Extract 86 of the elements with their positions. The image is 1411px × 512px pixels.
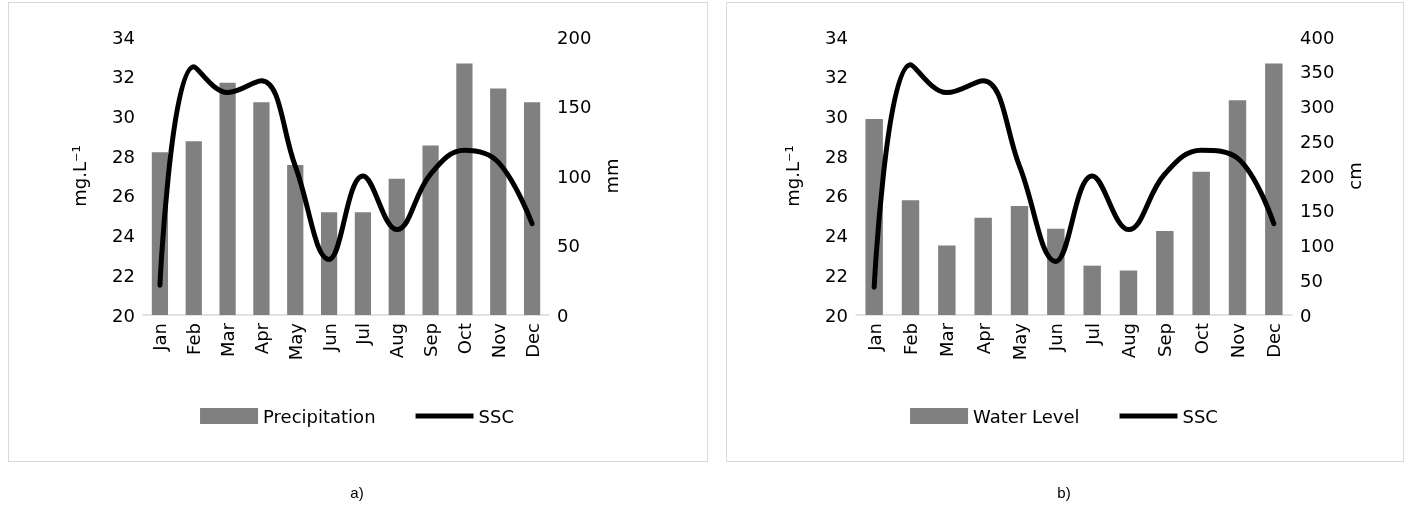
legend-label: SSC <box>1182 405 1218 427</box>
x-tick-label: May <box>1009 322 1030 361</box>
x-tick-label: Oct <box>453 323 475 355</box>
bar <box>287 164 304 315</box>
y2-tick-label: 300 <box>1300 96 1335 117</box>
y2-tick-label: 0 <box>557 304 569 326</box>
x-tick-label: Aug <box>386 323 408 359</box>
y-tick-label: 28 <box>825 145 848 167</box>
bar <box>388 178 405 315</box>
y2-tick-label: 350 <box>1300 61 1335 83</box>
x-tick-label: Nov <box>487 322 509 359</box>
y2-tick-label: 250 <box>1300 130 1335 152</box>
y2-tick-label: 0 <box>1300 304 1312 326</box>
y-tick-label: 32 <box>825 66 848 88</box>
x-tick-label: Apr <box>250 322 272 355</box>
y-axis-title: mg.L⁻¹ <box>781 145 803 207</box>
legend-label: SSC <box>478 405 514 427</box>
bar <box>1010 205 1029 315</box>
bar <box>1192 171 1210 315</box>
bar <box>490 88 507 315</box>
bar <box>1083 265 1101 315</box>
x-tick-label: Jul <box>352 323 374 346</box>
x-tick-label: Mar <box>217 322 239 357</box>
bar <box>938 245 956 315</box>
bar <box>320 212 338 315</box>
bar <box>901 200 920 315</box>
x-tick-label: May <box>284 322 306 361</box>
y2-axis-title: mm <box>600 158 622 194</box>
bar <box>456 63 473 315</box>
y-tick-label: 32 <box>112 66 135 88</box>
bar <box>1047 228 1065 315</box>
y-tick-label: 28 <box>112 145 135 167</box>
y2-tick-label: 200 <box>1300 165 1335 187</box>
y-tick-label: 22 <box>825 264 848 286</box>
text: b) <box>1057 484 1071 501</box>
legend-label: Water Level <box>973 405 1080 427</box>
x-tick-label: Jun <box>318 323 340 353</box>
y2-tick-label: 50 <box>1300 269 1323 291</box>
x-tick-label: Nov <box>1227 322 1248 359</box>
y-axis-title: mg.L⁻¹ <box>68 145 90 207</box>
x-tick-label: Aug <box>1118 323 1139 359</box>
y2-tick-label: 400 <box>1300 26 1335 48</box>
x-tick-label: Oct <box>1190 323 1212 355</box>
y-tick-label: 26 <box>112 185 135 207</box>
y-tick-label: 30 <box>825 105 848 127</box>
x-tick-label: Sep <box>1154 323 1176 357</box>
y-tick-label: 34 <box>112 26 135 48</box>
x-tick-label: Jan <box>149 323 171 352</box>
y2-tick-label: 100 <box>557 165 592 187</box>
y2-tick-label: 150 <box>557 96 592 117</box>
y-tick-label: 24 <box>825 225 848 247</box>
bar <box>974 217 992 315</box>
y-tick-label: 24 <box>112 225 135 247</box>
y2-axis-title: cm <box>1343 162 1365 190</box>
y-tick-label: 34 <box>825 26 848 48</box>
bar <box>1228 100 1247 315</box>
y-tick-label: 20 <box>825 304 848 326</box>
y-tick-label: 30 <box>112 105 135 127</box>
bar <box>185 141 202 315</box>
x-tick-label: Jul <box>1081 323 1103 346</box>
x-tick-label: Feb <box>183 323 205 355</box>
x-tick-label: Dec <box>1263 323 1285 358</box>
bar <box>354 212 372 315</box>
bar <box>523 102 541 315</box>
x-tick-label: Jan <box>863 323 885 352</box>
bar <box>253 102 270 315</box>
y2-tick-label: 200 <box>557 26 592 48</box>
bar <box>219 82 236 315</box>
x-tick-label: Sep <box>420 323 442 357</box>
legend-label: Precipitation <box>263 405 376 427</box>
x-tick-label: Mar <box>936 322 958 357</box>
x-tick-label: Dec <box>521 323 543 358</box>
text: a) <box>350 484 364 501</box>
y2-tick-label: 100 <box>1300 235 1335 256</box>
x-tick-label: Jun <box>1045 323 1067 353</box>
y-tick-label: 20 <box>112 304 135 326</box>
y2-tick-label: 150 <box>1300 200 1335 222</box>
y-tick-label: 26 <box>825 185 848 207</box>
bar <box>1156 230 1174 315</box>
y-tick-label: 22 <box>112 264 135 286</box>
x-tick-label: Feb <box>900 323 921 355</box>
bar <box>422 145 439 315</box>
y2-tick-label: 50 <box>557 235 580 256</box>
bar <box>1265 63 1283 315</box>
x-tick-label: Apr <box>972 322 994 355</box>
bar <box>1119 270 1138 315</box>
